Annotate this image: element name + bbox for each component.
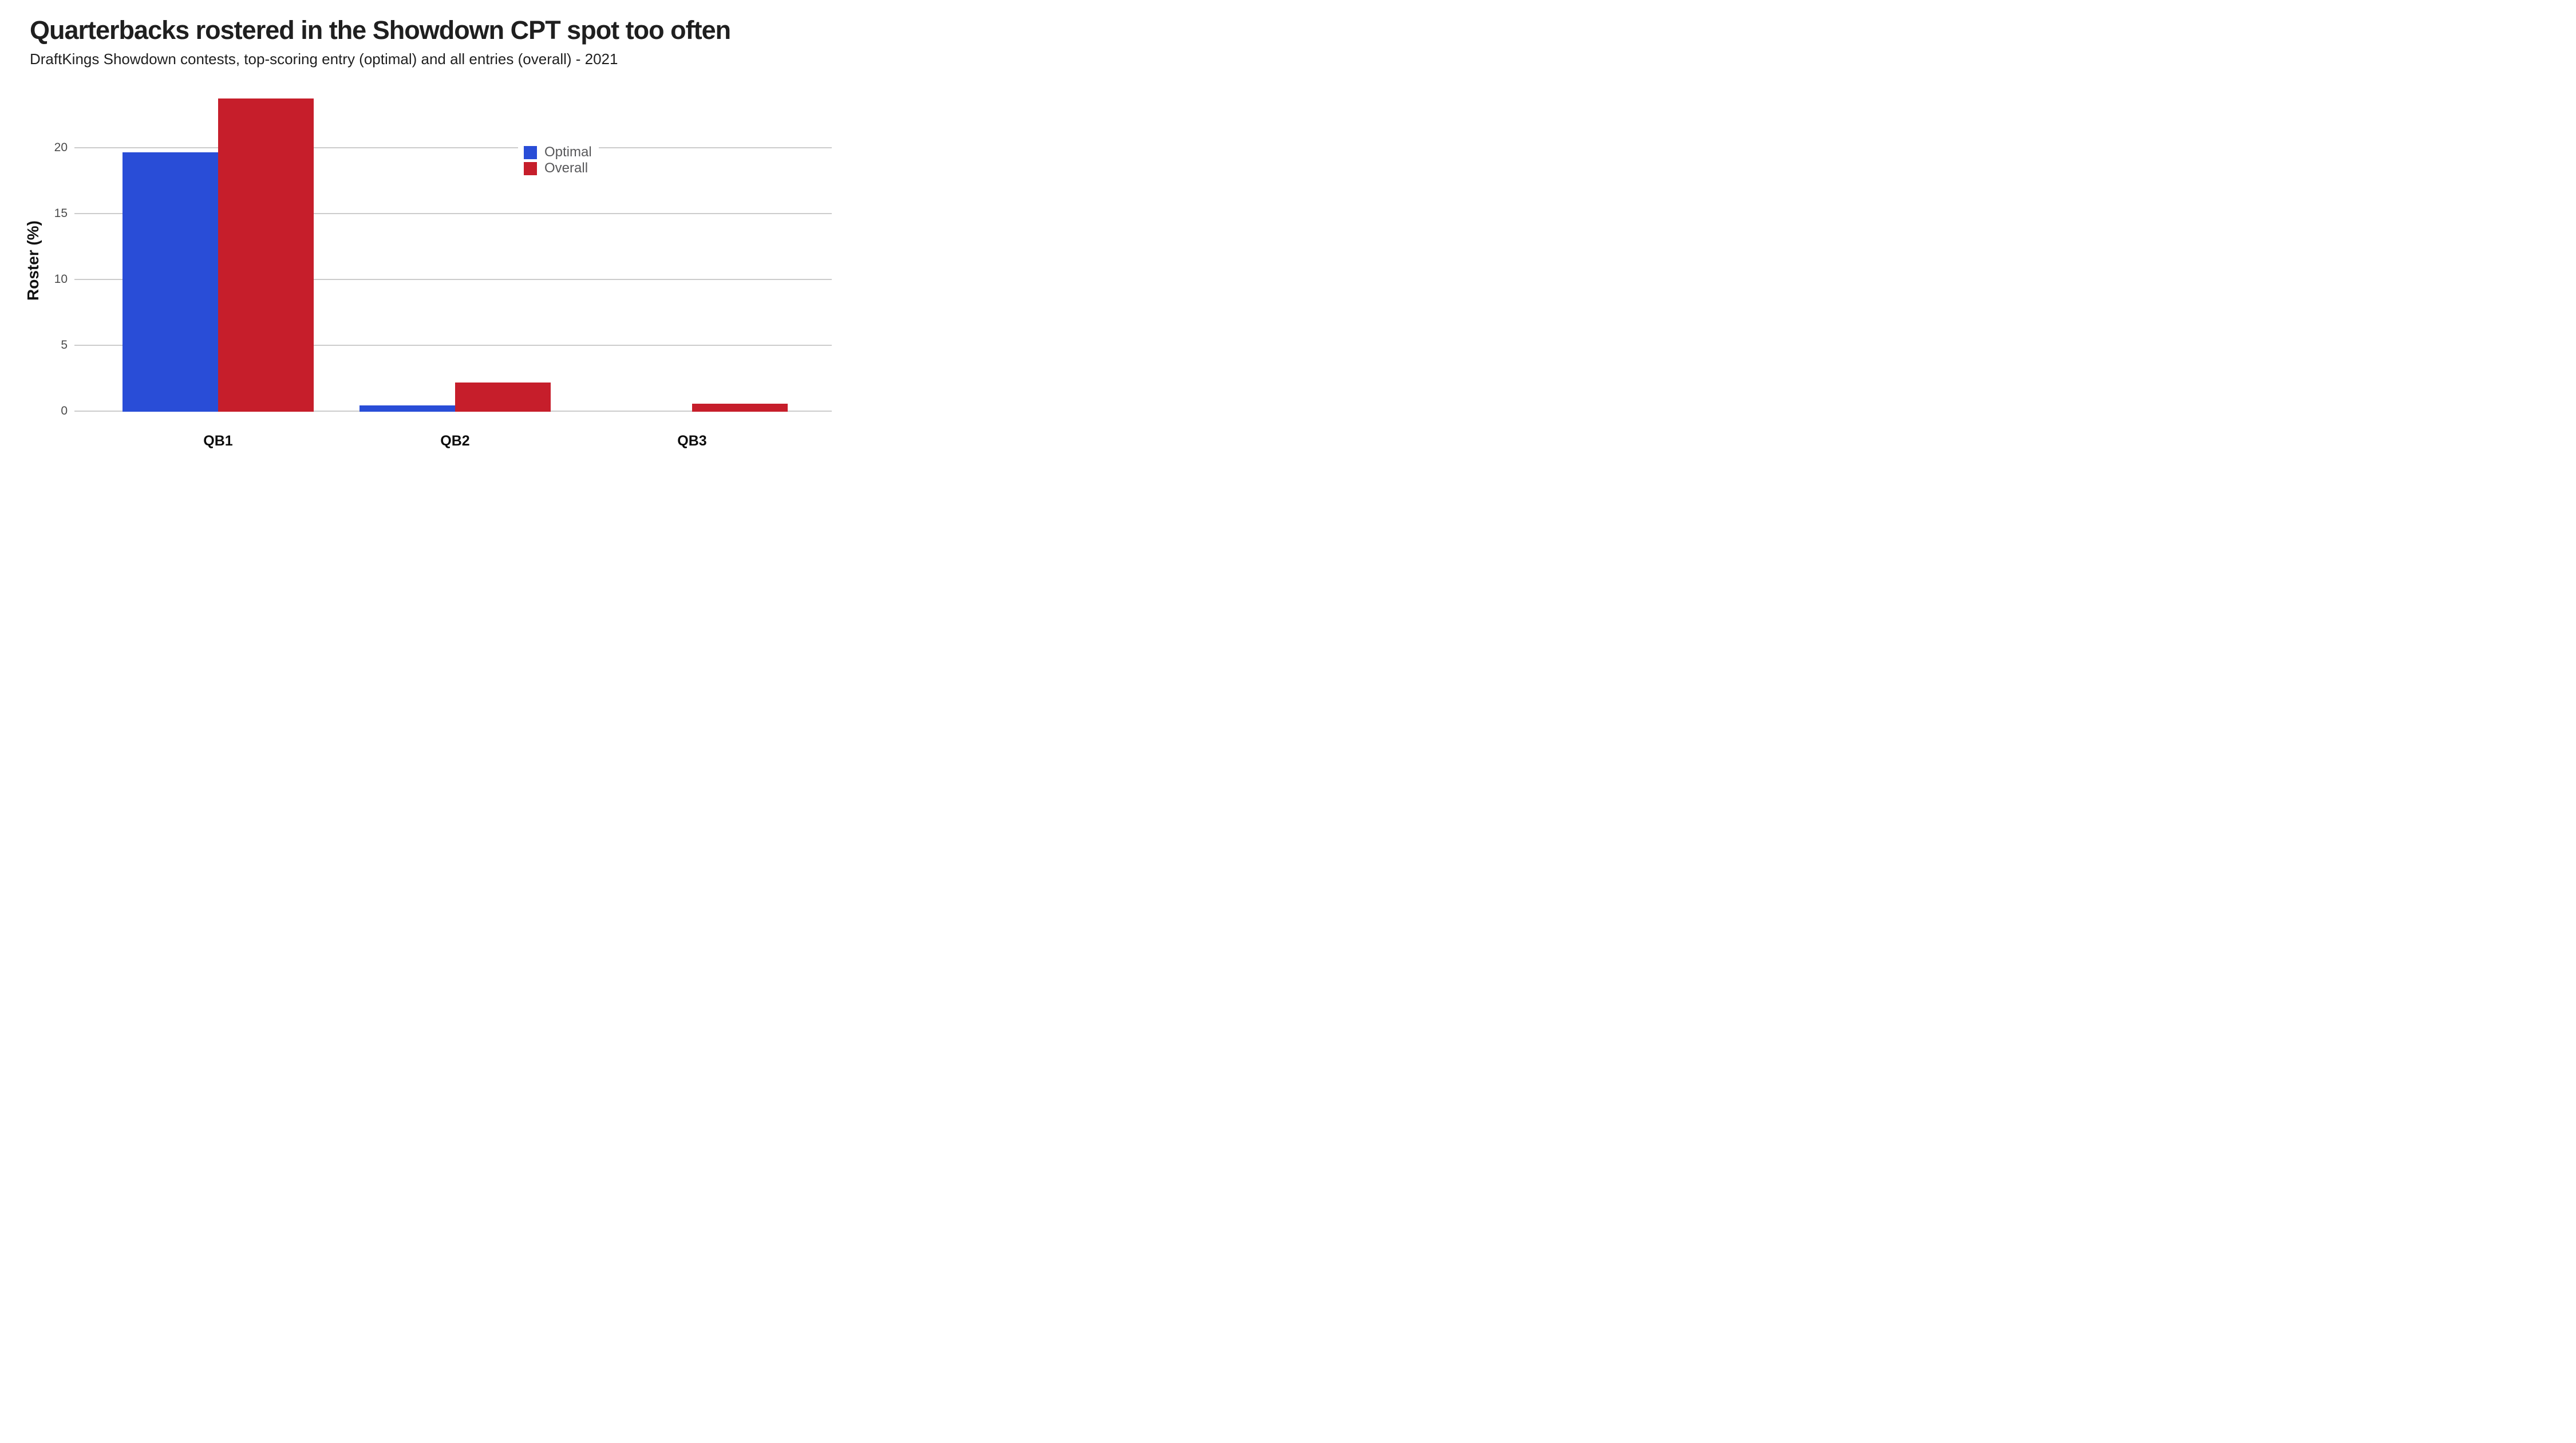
- legend-row-overall: Overall: [524, 161, 592, 176]
- gridline-20: [74, 147, 832, 148]
- y-tick-label: 20: [54, 141, 68, 154]
- bar-qb3-overall: [692, 404, 788, 412]
- y-axis-title: Roster (%): [24, 220, 42, 301]
- y-tick-label: 10: [54, 273, 68, 286]
- legend-swatch-overall: [524, 161, 537, 175]
- bar-qb2-optimal: [359, 405, 455, 412]
- bar-qb1-optimal: [123, 152, 218, 412]
- bar-qb1-overall: [218, 98, 314, 412]
- chart-title: Quarterbacks rostered in the Showdown CP…: [30, 15, 731, 45]
- y-tick-label: 15: [54, 207, 68, 220]
- legend-swatch-optimal: [524, 145, 537, 159]
- gridline-5: [74, 345, 832, 346]
- x-tick-label-qb1: QB1: [203, 433, 233, 449]
- legend-label-overall: Overall: [544, 160, 588, 176]
- legend: Optimal Overall: [518, 142, 599, 179]
- chart-subtitle: DraftKings Showdown contests, top-scorin…: [30, 50, 618, 68]
- bar-qb2-overall: [455, 383, 551, 412]
- y-tick-label: 0: [61, 404, 68, 417]
- legend-row-optimal: Optimal: [524, 145, 592, 160]
- chart-canvas: Quarterbacks rostered in the Showdown CP…: [0, 0, 859, 481]
- gridline-10: [74, 279, 832, 280]
- legend-label-optimal: Optimal: [544, 144, 592, 160]
- y-tick-label: 5: [61, 338, 68, 352]
- gridline-15: [74, 213, 832, 214]
- x-tick-label-qb3: QB3: [677, 433, 707, 449]
- x-tick-label-qb2: QB2: [440, 433, 470, 449]
